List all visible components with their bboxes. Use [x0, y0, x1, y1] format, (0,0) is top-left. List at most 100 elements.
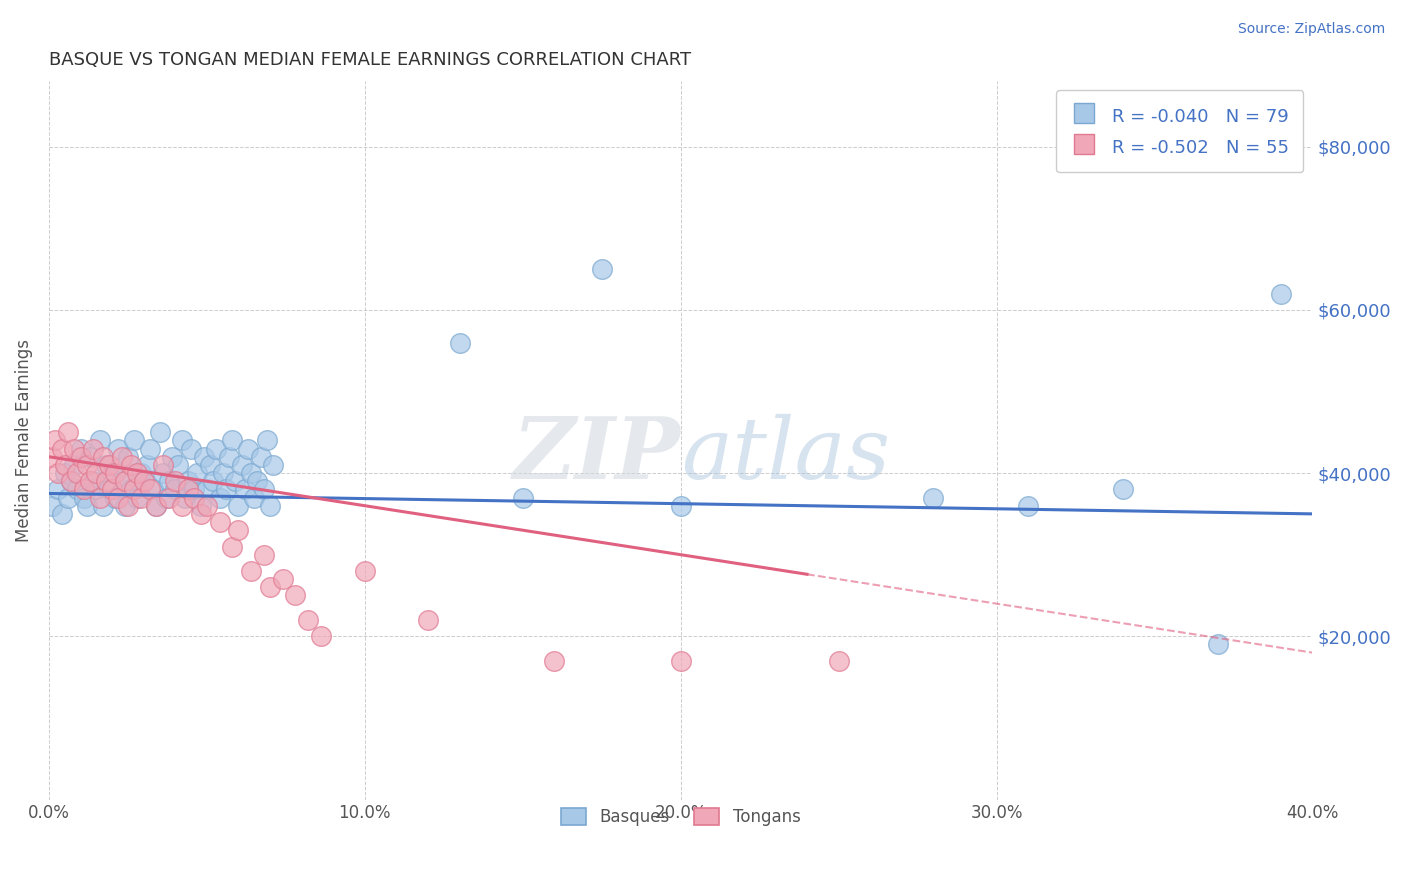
Point: [53, 466, 76, 480]
Point: [53, 458, 76, 472]
Point: [170, 434, 193, 448]
Point: [94, 475, 117, 489]
Point: [73, 491, 96, 505]
Point: [173, 491, 195, 505]
Point: [591, 262, 613, 277]
Point: [104, 466, 127, 480]
Point: [139, 483, 162, 497]
Point: [129, 466, 152, 480]
Point: [249, 450, 271, 464]
Point: [145, 499, 167, 513]
Point: [73, 483, 96, 497]
Point: [89, 434, 111, 448]
Point: [190, 507, 212, 521]
Point: [107, 491, 129, 505]
Point: [240, 564, 263, 578]
Y-axis label: Median Female Earnings: Median Female Earnings: [15, 339, 32, 542]
Point: [1017, 499, 1039, 513]
Point: [183, 491, 205, 505]
Point: [127, 491, 149, 505]
Point: [259, 499, 281, 513]
Point: [79, 450, 101, 464]
Point: [243, 491, 266, 505]
Point: [669, 654, 692, 668]
Point: [152, 458, 174, 472]
Point: [120, 458, 142, 472]
Point: [233, 483, 256, 497]
Point: [669, 499, 692, 513]
Point: [114, 499, 136, 513]
Point: [110, 450, 132, 464]
Point: [236, 442, 259, 456]
Point: [82, 442, 104, 456]
Point: [190, 499, 212, 513]
Point: [157, 491, 180, 505]
Point: [202, 475, 225, 489]
Point: [186, 466, 208, 480]
Point: [76, 499, 98, 513]
Point: [142, 483, 165, 497]
Point: [922, 491, 945, 505]
Point: [827, 654, 849, 668]
Point: [183, 483, 205, 497]
Point: [180, 442, 202, 456]
Point: [94, 458, 117, 472]
Point: [122, 434, 145, 448]
Point: [152, 466, 174, 480]
Point: [66, 466, 89, 480]
Point: [98, 483, 121, 497]
Point: [44, 434, 66, 448]
Point: [167, 458, 190, 472]
Point: [512, 491, 534, 505]
Point: [69, 450, 91, 464]
Point: [132, 475, 155, 489]
Point: [135, 458, 157, 472]
Point: [69, 442, 91, 456]
Point: [110, 475, 132, 489]
Point: [543, 654, 565, 668]
Point: [127, 466, 149, 480]
Point: [82, 475, 104, 489]
Point: [195, 483, 218, 497]
Text: ZIP: ZIP: [513, 413, 681, 497]
Point: [160, 450, 183, 464]
Point: [101, 466, 124, 480]
Point: [224, 475, 246, 489]
Point: [86, 466, 108, 480]
Point: [195, 499, 218, 513]
Point: [63, 442, 86, 456]
Point: [56, 425, 79, 440]
Point: [240, 466, 263, 480]
Point: [91, 499, 114, 513]
Point: [218, 450, 240, 464]
Point: [41, 450, 63, 464]
Point: [211, 466, 233, 480]
Point: [51, 442, 73, 456]
Point: [246, 475, 269, 489]
Point: [89, 491, 111, 505]
Point: [262, 458, 284, 472]
Point: [120, 483, 142, 497]
Point: [449, 335, 471, 350]
Point: [101, 483, 124, 497]
Text: BASQUE VS TONGAN MEDIAN FEMALE EARNINGS CORRELATION CHART: BASQUE VS TONGAN MEDIAN FEMALE EARNINGS …: [49, 51, 692, 69]
Point: [221, 540, 243, 554]
Point: [297, 613, 319, 627]
Point: [177, 483, 200, 497]
Point: [170, 499, 193, 513]
Point: [129, 491, 152, 505]
Point: [271, 572, 294, 586]
Point: [157, 475, 180, 489]
Point: [66, 483, 89, 497]
Point: [155, 491, 177, 505]
Point: [193, 450, 215, 464]
Point: [98, 458, 121, 472]
Point: [256, 434, 278, 448]
Point: [41, 499, 63, 513]
Point: [56, 491, 79, 505]
Text: Source: ZipAtlas.com: Source: ZipAtlas.com: [1237, 22, 1385, 37]
Point: [1206, 637, 1229, 651]
Point: [60, 475, 83, 489]
Point: [198, 458, 221, 472]
Point: [253, 483, 276, 497]
